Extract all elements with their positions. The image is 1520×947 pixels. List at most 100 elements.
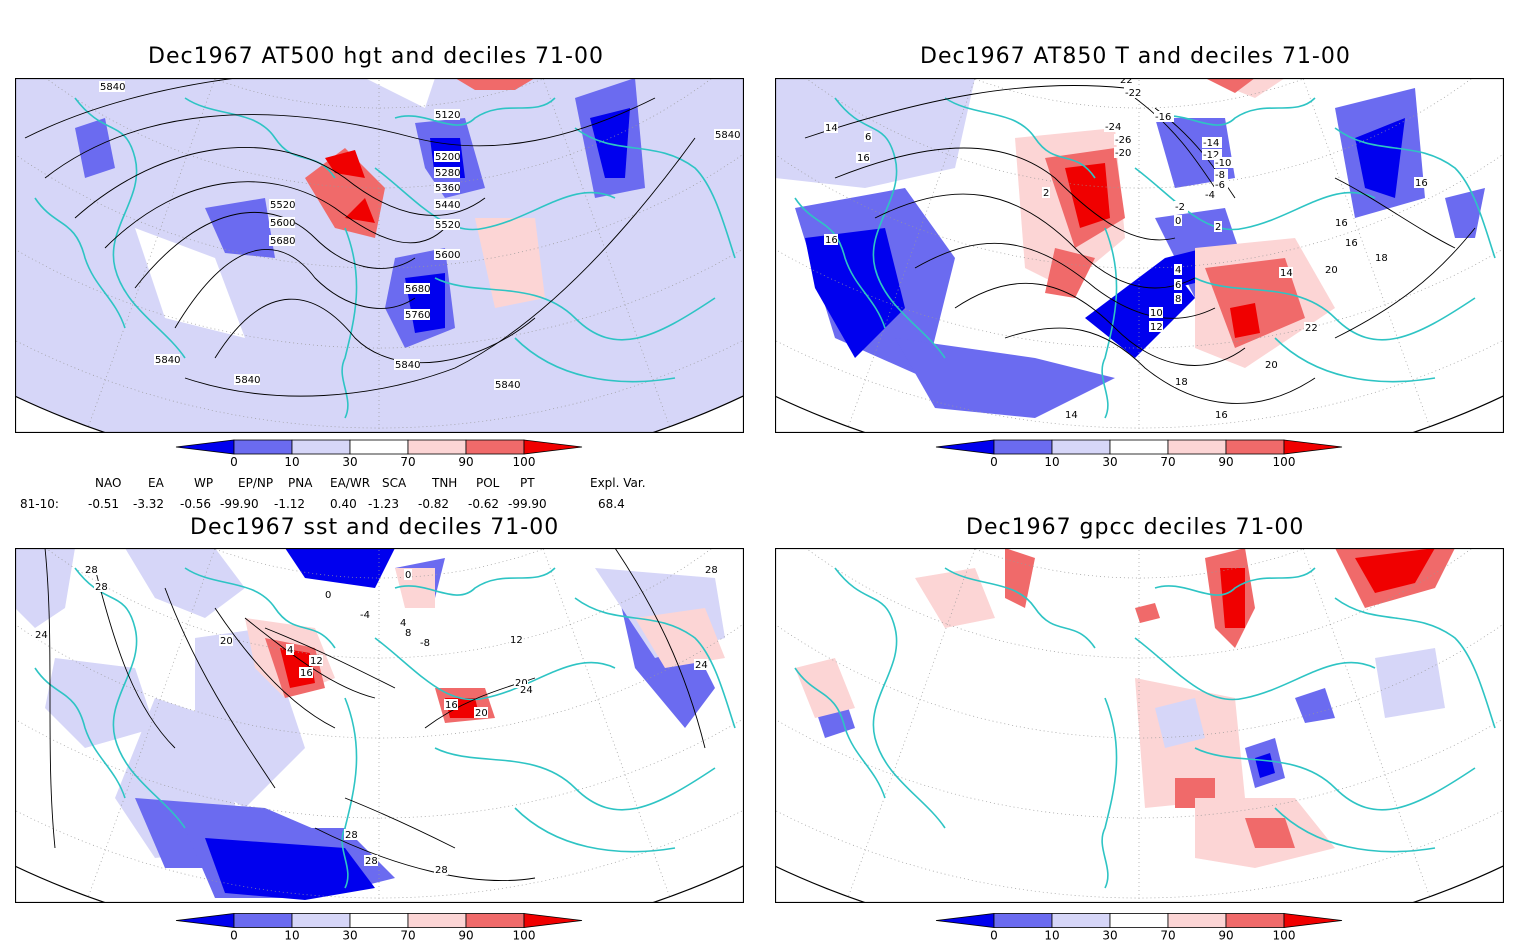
coastline — [434, 747, 716, 811]
contour-label: 4 — [400, 618, 406, 629]
contour-label: 6 — [865, 132, 871, 143]
decile-area — [135, 228, 245, 338]
decile-area — [1355, 118, 1405, 198]
contour-label: 5840 — [495, 380, 520, 391]
contour-label: 0 — [325, 590, 331, 601]
contour-label: -24 — [1105, 122, 1121, 133]
contour-line — [134, 212, 416, 289]
contour-label: -2 — [1175, 202, 1185, 213]
decile-area — [1065, 163, 1110, 228]
contour-line — [164, 587, 276, 789]
decile-area — [1220, 568, 1245, 628]
index-header: NAO — [95, 476, 122, 490]
decile-area — [1295, 688, 1335, 723]
contour-label: 16 — [1345, 238, 1358, 249]
colorbar-arrow-high — [1283, 439, 1343, 455]
contour-line — [104, 181, 446, 249]
contour-label: 20 — [515, 678, 528, 689]
contour-line — [954, 282, 1246, 366]
contour-line — [914, 242, 1216, 319]
colorbar-segment — [349, 913, 409, 928]
colorbar-segment — [1109, 913, 1169, 928]
colorbar-tick-label: 0 — [990, 455, 998, 469]
index-value: -0.62 — [468, 497, 500, 511]
contour-label: 8 — [1175, 294, 1181, 305]
colorbar-segment — [1225, 913, 1285, 928]
index-row-label: 81-10: — [20, 497, 59, 511]
contour-label: -4 — [360, 610, 370, 621]
decile-area — [775, 78, 975, 188]
decile-area — [635, 608, 725, 668]
contour-label: 5600 — [270, 218, 295, 229]
contour-label: 6 — [1175, 280, 1181, 291]
contour-label: 16 — [1415, 178, 1428, 189]
colorbar-tick-label: 0 — [990, 929, 998, 943]
index-value: -1.23 — [368, 497, 400, 511]
coastline — [1134, 637, 1376, 701]
index-value: -99.90 — [508, 497, 547, 511]
colorbar-tick-label: 30 — [1102, 455, 1117, 469]
contour-label: 18 — [1375, 253, 1388, 264]
coastline — [944, 567, 1096, 649]
colorbar-tick-label: 70 — [400, 929, 415, 943]
coastline — [794, 197, 886, 329]
colorbar-segment — [291, 439, 351, 455]
coastline — [1154, 567, 1316, 596]
contour-label: 2 — [1215, 222, 1221, 233]
colorbar-segment — [465, 439, 525, 455]
decile-area — [125, 548, 245, 618]
contour-line — [1334, 177, 1456, 249]
decile-area — [75, 118, 115, 178]
contour-label: 5840 — [100, 82, 125, 93]
decile-area — [1245, 818, 1295, 848]
colorbar-tick-label: 100 — [513, 929, 536, 943]
contour-label: -6 — [1215, 180, 1225, 191]
index-value: -0.82 — [418, 497, 450, 511]
decile-area — [15, 548, 75, 628]
coastline — [374, 637, 616, 701]
coastline — [394, 97, 556, 126]
contour-label: 20 — [475, 708, 488, 719]
index-value: 68.4 — [598, 497, 625, 511]
colorbar-arrow-low — [935, 439, 995, 455]
contour-label: 2 — [1043, 188, 1049, 199]
colorbar-segment — [993, 913, 1053, 928]
contour-label: 28 — [85, 565, 98, 576]
colorbar-segment — [1167, 913, 1227, 928]
decile-area — [455, 78, 535, 90]
coastlines — [794, 567, 1496, 889]
decile-area — [1135, 603, 1160, 623]
colorbar-tick-label: 30 — [342, 455, 357, 469]
index-value: -0.56 — [180, 497, 212, 511]
contour-label: 14 — [825, 123, 838, 134]
contour-label: 5680 — [405, 284, 430, 295]
contour-line — [314, 827, 536, 881]
contour-label: 5280 — [435, 168, 460, 179]
contour-lines — [44, 548, 706, 881]
decile-area — [1230, 303, 1260, 338]
contour-label: 5440 — [435, 200, 460, 211]
panel-title-hgt500: Dec1967 AT500 hgt and deciles 71-00 — [148, 44, 604, 69]
contour-label: 16 — [1335, 218, 1348, 229]
colorbar-t850: 0 10 30 70 90 100 — [935, 439, 1343, 469]
colorbar-tick-label: 70 — [1160, 929, 1175, 943]
decile-area — [1045, 248, 1095, 298]
contour-line — [214, 298, 536, 364]
coastline — [434, 277, 716, 341]
contour-line — [834, 147, 1176, 241]
contour-line — [214, 607, 336, 729]
contour-line — [94, 567, 176, 749]
contour-label: -14 — [1203, 138, 1219, 149]
contour-label: 4 — [287, 645, 293, 656]
contour-label: 5840 — [155, 355, 180, 366]
colorbar-sst: 0 10 30 70 90 100 — [175, 913, 583, 943]
decile-area — [1255, 753, 1275, 778]
colorbar-tick-label: 100 — [513, 455, 536, 469]
map-frame — [775, 78, 1504, 433]
contour-label: 16 — [857, 153, 870, 164]
contour-labels: 22-22-16-24-26-20-14-12-10-8-6-4-2022468… — [824, 78, 1428, 421]
contour-label: 28 — [435, 865, 448, 876]
map-frame — [775, 548, 1504, 903]
coastlines — [34, 567, 736, 889]
graticule — [775, 78, 1504, 433]
